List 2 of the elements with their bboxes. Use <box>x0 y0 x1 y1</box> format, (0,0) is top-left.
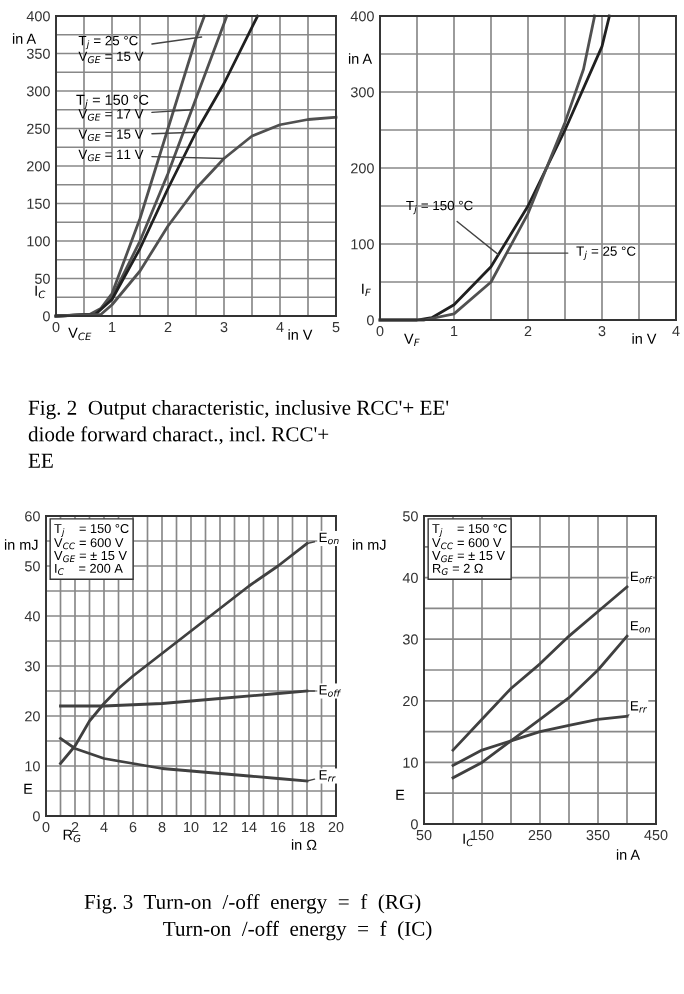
caption: Fig. 2 Output characteristic, inclusive RCC'+ EE' diode forward charact., incl. RCC'+ EE <box>28 400 449 468</box>
caption: Fig. 3 Turn-on /-off energy = f (RG) Turn-on /-off energy = f (IC) <box>84 894 432 941</box>
